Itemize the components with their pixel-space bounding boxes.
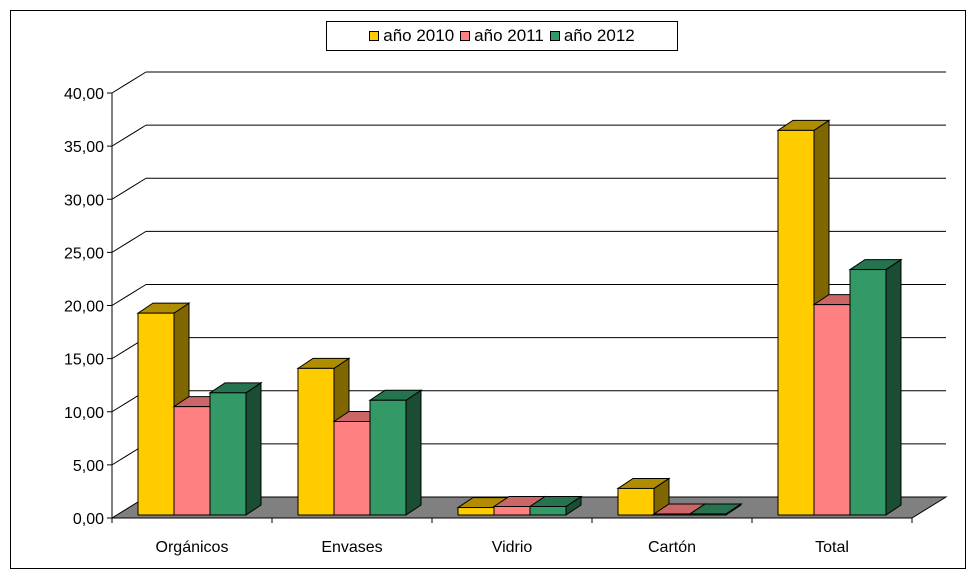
legend-item-2012: año 2012 xyxy=(549,26,635,46)
legend-label-2012: año 2012 xyxy=(563,26,635,45)
gridline-side xyxy=(111,124,147,147)
legend-swatch-2011 xyxy=(460,31,471,41)
bar xyxy=(849,269,887,516)
gridline-side xyxy=(111,284,147,306)
y-tick-label: 35,00 xyxy=(64,139,104,156)
x-tick-label: Total xyxy=(815,539,849,556)
bar xyxy=(653,513,691,516)
y-tick-label: 0,00 xyxy=(73,511,104,528)
y-tick-label: 30,00 xyxy=(64,192,104,209)
bar xyxy=(617,487,655,516)
x-tick-label: Cartón xyxy=(648,539,696,556)
x-tick-label: Orgánicos xyxy=(156,539,229,556)
bar xyxy=(457,507,495,516)
y-tick-label: 5,00 xyxy=(73,458,104,475)
bar xyxy=(813,304,851,516)
chart-legend: año 2010 año 2011 año 2012 xyxy=(326,21,678,51)
bar-side xyxy=(245,381,262,516)
bar xyxy=(529,506,567,516)
y-tick-label: 15,00 xyxy=(64,352,104,369)
y-tick-label: 40,00 xyxy=(64,86,104,103)
bar xyxy=(209,392,247,516)
bar xyxy=(297,367,335,516)
gridline-side xyxy=(111,230,147,253)
legend-label-2011: año 2011 xyxy=(474,26,544,45)
legend-swatch-2010 xyxy=(369,31,380,41)
legend-label-2010: año 2010 xyxy=(383,26,455,45)
y-tick-label: 25,00 xyxy=(64,245,104,262)
bar xyxy=(689,513,727,516)
gridline-side xyxy=(111,71,147,94)
bar xyxy=(369,399,407,516)
y-tick-label: 20,00 xyxy=(64,299,104,316)
bar-side xyxy=(885,258,902,516)
bar xyxy=(333,421,371,516)
legend-swatch-2012 xyxy=(549,31,560,41)
bar xyxy=(777,129,815,516)
y-tick-label: 10,00 xyxy=(64,405,104,422)
bar xyxy=(173,406,211,516)
x-tick-label: Vidrio xyxy=(492,539,533,556)
x-tick-label: Envases xyxy=(321,539,382,556)
legend-item-2011: año 2011 xyxy=(460,26,544,46)
bar xyxy=(493,506,531,516)
bar-side xyxy=(405,389,422,516)
legend-item-2010: año 2010 xyxy=(369,26,454,46)
bar xyxy=(137,312,175,516)
gridline-side xyxy=(111,177,147,200)
